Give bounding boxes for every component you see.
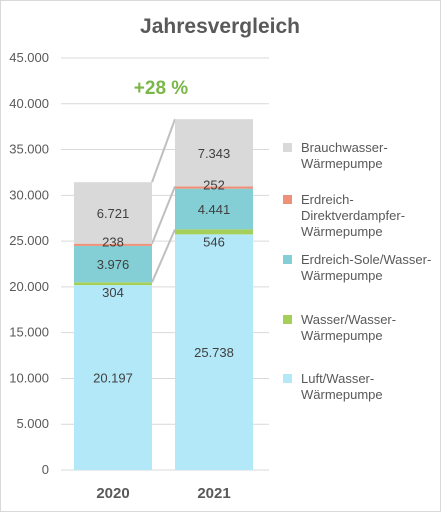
legend-item: Erdreich-Direktverdampfer-Wärmepumpe	[283, 192, 405, 239]
connector-line	[151, 228, 176, 283]
data-label: 252	[203, 177, 225, 192]
y-tick-label: 5.000	[16, 416, 49, 431]
growth-annotation: +28 %	[134, 78, 189, 99]
bar-segment	[175, 119, 253, 187]
legend-item: Brauchwasser-Wärmepumpe	[283, 140, 388, 171]
y-tick-label: 40.000	[9, 96, 49, 111]
legend-label: Erdreich-	[301, 192, 354, 207]
y-tick-label: 35.000	[9, 142, 49, 157]
legend-label: Wärmepumpe	[301, 224, 383, 239]
bar-segment	[175, 186, 253, 189]
data-label: 20.197	[93, 371, 133, 386]
data-label: 7.343	[198, 146, 231, 161]
bar-segment	[74, 182, 152, 244]
data-label: 25.738	[194, 345, 234, 360]
x-axis-categories: 2020 2021	[96, 485, 230, 502]
bar-segment	[175, 234, 253, 470]
connector-line	[151, 186, 176, 245]
legend-label: Wärmepumpe	[301, 268, 383, 283]
y-tick-label: 25.000	[9, 233, 49, 248]
data-label: 546	[203, 234, 225, 249]
legend-label: Wärmepumpe	[301, 328, 383, 343]
chart-title: Jahresvergleich	[140, 15, 300, 38]
y-tick-label: 30.000	[9, 187, 49, 202]
y-tick-label: 45.000	[9, 50, 49, 65]
legend-item: Luft/Wasser-Wärmepumpe	[283, 371, 383, 402]
x-category-label: 2021	[197, 485, 230, 502]
data-labels: 20.197 304 3.976 238 6.721 25.738 546 4.441 252 7…	[93, 146, 234, 386]
bar-segment	[74, 282, 152, 286]
legend-item: Wasser/Wasser-Wärmepumpe	[283, 312, 396, 343]
legend-label: Wasser/Wasser-	[301, 312, 396, 327]
growth-connectors	[151, 118, 176, 283]
bar-segment	[74, 285, 152, 470]
y-tick-label: 10.000	[9, 370, 49, 385]
x-category-label: 2020	[96, 485, 129, 502]
legend-label: Wärmepumpe	[301, 387, 383, 402]
bar-segment	[175, 229, 253, 235]
data-label: 4.441	[198, 202, 231, 217]
legend-label: Brauchwasser-	[301, 140, 388, 155]
connector-line	[151, 118, 176, 183]
y-tick-label: 20.000	[9, 279, 49, 294]
legend-swatch	[283, 143, 292, 152]
legend-swatch	[283, 315, 292, 324]
y-axis-ticks: 0 5.000 10.000 15.000 20.000 25.000 30.000 35.0…	[9, 50, 49, 477]
data-label: 6.721	[97, 206, 130, 221]
y-tick-label: 15.000	[9, 325, 49, 340]
legend-swatch	[283, 195, 292, 204]
legend-label: Wärmepumpe	[301, 156, 383, 171]
legend-item: Erdreich-Sole/Wasser-Wärmepumpe	[283, 252, 431, 283]
legend-swatch	[283, 255, 292, 264]
legend-label: Luft/Wasser-	[301, 371, 374, 386]
data-label: 238	[102, 235, 124, 250]
data-label: 304	[102, 285, 124, 300]
legend-label: Direktverdampfer-	[301, 208, 405, 223]
legend: Brauchwasser-WärmepumpeErdreich-Direktve…	[283, 140, 431, 402]
legend-swatch	[283, 374, 292, 383]
bar-segment	[74, 243, 152, 246]
y-tick-label: 0	[42, 462, 49, 477]
bar-segment	[175, 188, 253, 230]
bars	[74, 119, 253, 470]
bar-segment	[74, 245, 152, 283]
legend-label: Erdreich-Sole/Wasser-	[301, 252, 431, 267]
data-label: 3.976	[97, 257, 130, 272]
